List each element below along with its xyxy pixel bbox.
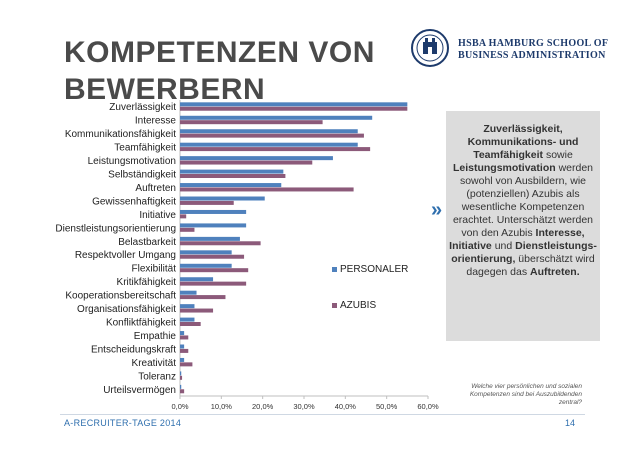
bar-azubis (180, 389, 185, 394)
bar-personaler (180, 344, 185, 349)
category-label: Kooperationsbereitschaft (65, 291, 176, 302)
category-label: Kommunikationsfähigkeit (65, 129, 176, 140)
legend-swatch (332, 303, 337, 308)
category-label: Kritikfähigkeit (117, 277, 177, 288)
footer-label: A-RECRUITER-TAGE 2014 (64, 418, 182, 428)
category-label: Dienstleistungsorientierung (55, 223, 176, 234)
bar-azubis (180, 214, 187, 219)
bar-personaler (180, 357, 185, 362)
bar-personaler (180, 209, 247, 214)
x-tick-label: 50,0% (376, 402, 398, 411)
bar-personaler (180, 317, 195, 322)
category-label: Toleranz (138, 371, 176, 382)
bar-personaler (180, 250, 232, 255)
bar-azubis (180, 106, 408, 111)
category-label: Teamfähigkeit (114, 143, 176, 154)
question-note: Welche vier persönlichen und sozialen Ko… (469, 383, 582, 406)
bar-azubis (180, 133, 364, 138)
bar-personaler (180, 384, 182, 389)
chart-svg: 0,0% 10,0% 20,0% 30,0% 40,0% 50,0% 60,0% Zuverl… (55, 100, 439, 411)
bar-azubis (180, 268, 249, 273)
bar-personaler (180, 183, 282, 188)
category-label: Organisationsfähigkeit (77, 304, 176, 315)
bar-personaler (180, 277, 214, 282)
callout-segment: sowie (543, 149, 573, 161)
category-label: Interesse (135, 116, 177, 127)
bar-personaler (180, 290, 197, 295)
bar-azubis (180, 200, 234, 205)
callout-segment: und (491, 240, 516, 252)
callout-segment: Zuverlässigkeit, Kommunikations- und Tea… (467, 123, 579, 161)
bar-azubis (180, 147, 371, 152)
bar-personaler (180, 102, 408, 107)
category-label: Belastbarkeit (118, 237, 176, 248)
callout-segment: Leistungsmotivation (452, 162, 556, 174)
x-tick-label: 40,0% (335, 402, 357, 411)
bar-azubis (180, 241, 261, 246)
hsba-logo: HSBA HAMBURG SCHOOL OF BUSINESS ADMINIST… (410, 28, 635, 72)
callout-segment: Interesse, Initiative (449, 227, 585, 252)
bar-azubis (180, 120, 323, 125)
category-label: Kreativität (132, 358, 177, 369)
bar-azubis (180, 375, 183, 380)
category-label: Gewissenhaftigkeit (92, 196, 176, 207)
category-label: Empathie (134, 331, 177, 342)
x-tick-label: 20,0% (252, 402, 274, 411)
bar-azubis (180, 308, 214, 313)
summary-callout: Zuverlässigkeit, Kommunikations- und Tea… (446, 111, 600, 341)
logo-line-1: HSBA HAMBURG SCHOOL OF (458, 38, 609, 49)
bar-personaler (180, 236, 240, 241)
chevron-right-icon: » (431, 199, 443, 221)
bar-personaler (180, 169, 284, 174)
category-label: Leistungsmotivation (88, 156, 176, 167)
legend-label: PERSONALER (340, 264, 408, 275)
bar-personaler (180, 129, 358, 134)
callout-segment: überschätzt wird dagegen das (466, 253, 595, 278)
category-label: Auftreten (135, 183, 176, 194)
bar-personaler (180, 142, 358, 147)
bar-personaler (180, 223, 247, 228)
bar-azubis (180, 160, 313, 165)
logo-line-2: BUSINESS ADMINISTRATION (458, 50, 606, 61)
slide-title: KOMPETENZEN VON BEWERBERN (64, 36, 375, 106)
category-label: Respektvoller Umgang (75, 250, 176, 261)
x-tick-label: 60,0% (417, 402, 439, 411)
bar-personaler (180, 331, 185, 336)
x-tick-label: 30,0% (293, 402, 315, 411)
bar-personaler (180, 156, 333, 161)
bar-azubis (180, 295, 226, 300)
page-number: 14 (565, 418, 576, 428)
legend-swatch (332, 267, 337, 272)
category-label: Selbständigkeit (108, 170, 176, 181)
competency-bar-chart: 0,0% 10,0% 20,0% 30,0% 40,0% 50,0% 60,0% Zuverl… (0, 100, 440, 430)
callout-segment: Dienstleistungs-orientierung, (451, 240, 597, 265)
bar-personaler (180, 196, 265, 201)
bar-personaler (180, 371, 182, 376)
bar-azubis (180, 187, 354, 192)
x-tick-label: 0,0% (171, 402, 188, 411)
category-label: Flexibilität (132, 264, 177, 275)
bar-personaler (180, 115, 373, 120)
category-label: Initiative (139, 210, 176, 221)
bar-azubis (180, 335, 189, 340)
x-tick-label: 10,0% (211, 402, 233, 411)
bar-azubis (180, 227, 195, 232)
callout-segment: Auftreten. (530, 266, 580, 278)
legend-label: AZUBIS (340, 300, 376, 311)
bar-azubis (180, 254, 245, 259)
bar-personaler (180, 263, 232, 268)
bar-azubis (180, 348, 189, 353)
hsba-seal-icon (411, 29, 449, 67)
category-label: Urteilsvermögen (103, 385, 176, 396)
category-label: Zuverlässigkeit (109, 102, 176, 113)
category-label: Entscheidungskraft (91, 344, 176, 355)
bar-azubis (180, 281, 247, 286)
bar-azubis (180, 174, 286, 178)
category-label: Konfliktfähigkeit (106, 318, 176, 329)
footer-divider (60, 414, 585, 415)
bar-azubis (180, 362, 193, 367)
bar-personaler (180, 304, 195, 309)
bar-azubis (180, 322, 201, 326)
callout-segment: werden sowohl von Ausbildern, wie (poten… (452, 162, 594, 239)
